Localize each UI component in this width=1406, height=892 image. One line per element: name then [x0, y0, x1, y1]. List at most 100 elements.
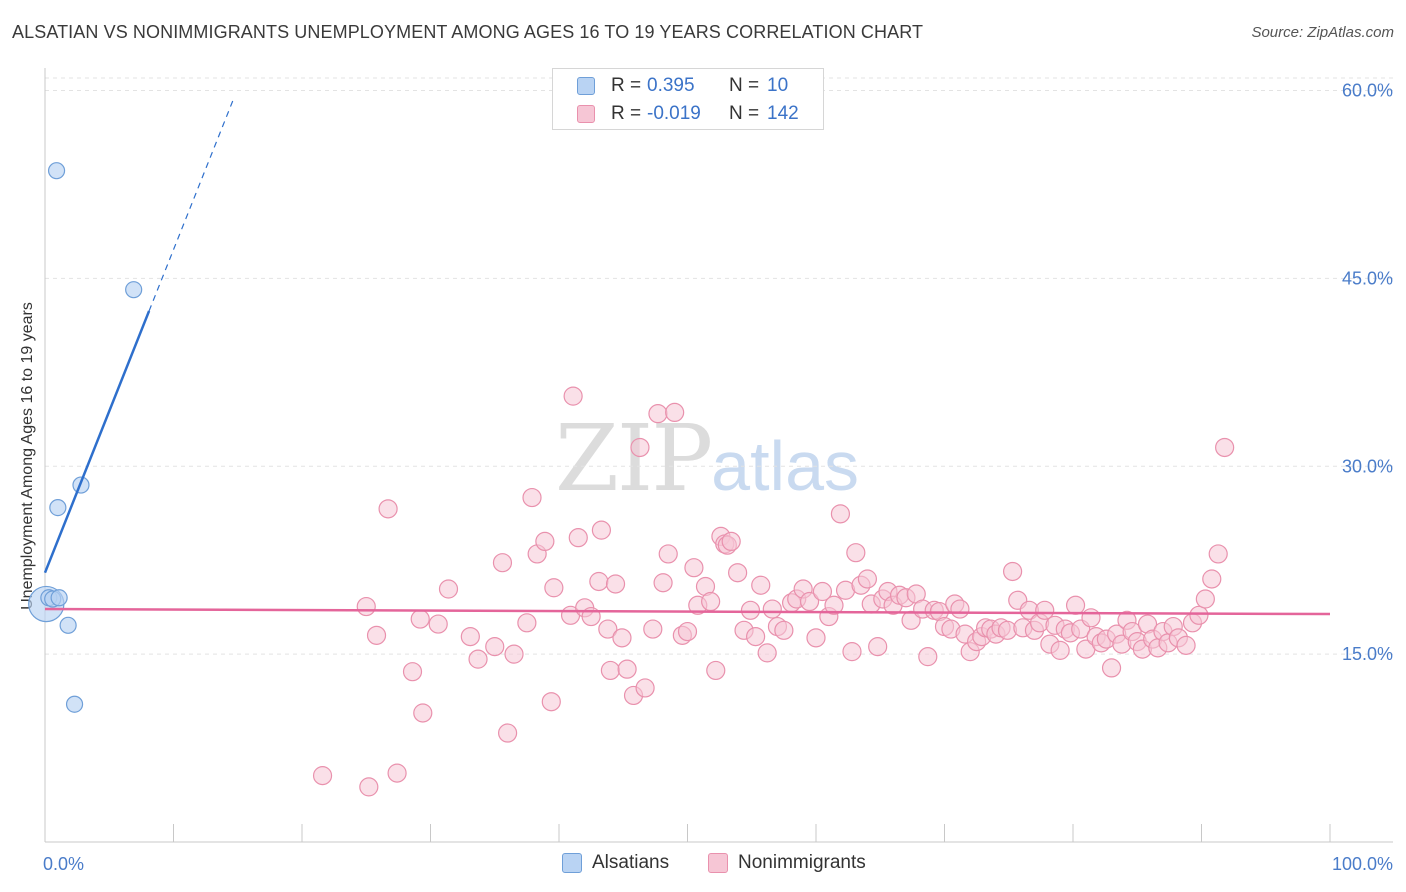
nonimmigrants-point	[635, 678, 655, 698]
legend-r-label: R =	[611, 75, 642, 96]
series-swatch-nonimmigrants	[708, 853, 728, 873]
legend-swatch-nonimmigrants	[577, 105, 595, 123]
tick-labels: 15.0% 30.0% 45.0% 60.0% 0.0% 100.0%	[43, 81, 1393, 874]
y-tick-label: 45.0%	[1342, 268, 1393, 288]
nonimmigrants-point	[387, 763, 407, 783]
nonimmigrants-point	[563, 386, 583, 406]
x-tick-label: 0.0%	[43, 854, 84, 874]
legend-r-value: -0.019	[647, 103, 701, 124]
alsatians-points	[28, 162, 143, 713]
nonimmigrants-point	[746, 626, 766, 647]
alsatians-point	[47, 162, 66, 180]
series-label-nonimmigrants: Nonimmigrants	[738, 852, 866, 873]
nonimmigrants-point	[460, 626, 480, 647]
nonimmigrants-point	[751, 575, 771, 595]
legend-r-label: R =	[611, 103, 642, 124]
alsatians-point	[65, 695, 84, 713]
nonimmigrants-point	[356, 596, 376, 617]
nonimmigrants-point	[728, 563, 748, 583]
correlation-legend: R = 0.395 N = 10 R = -0.019 N = 142	[552, 68, 824, 130]
nonimmigrants-point	[757, 643, 777, 663]
nonimmigrants-point	[359, 777, 379, 797]
alsatians-point	[125, 281, 143, 299]
nonimmigrants-point	[410, 609, 430, 629]
nonimmigrants-trend-line	[44, 607, 1331, 616]
nonimmigrants-point	[648, 404, 668, 424]
nonimmigrants-points	[312, 386, 1235, 797]
nonimmigrants-point	[378, 499, 398, 519]
nonimmigrants-point	[591, 520, 612, 540]
nonimmigrants-point	[665, 402, 685, 423]
nonimmigrants-point	[589, 571, 609, 592]
nonimmigrants-point	[918, 647, 938, 667]
nonimmigrants-point	[1208, 544, 1228, 564]
nonimmigrants-point	[402, 662, 423, 682]
nonimmigrants-point	[721, 531, 741, 552]
x-tick-label: 100.0%	[1332, 854, 1393, 874]
nonimmigrants-point	[535, 531, 555, 552]
nonimmigrants-point	[504, 644, 524, 664]
series-label-alsatians: Alsatians	[592, 852, 670, 873]
nonimmigrants-point	[617, 659, 637, 679]
grid-lines	[45, 77, 1393, 655]
nonimmigrants-point	[799, 591, 820, 612]
alsatians-point	[59, 616, 77, 634]
nonimmigrants-point	[605, 574, 626, 594]
nonimmigrants-point	[1189, 605, 1209, 625]
y-tick-label: 15.0%	[1342, 644, 1393, 664]
nonimmigrants-point	[612, 628, 632, 648]
nonimmigrants-point	[544, 578, 564, 598]
watermark: ZIPatlas	[555, 405, 859, 512]
nonimmigrants-point	[568, 528, 588, 548]
nonimmigrants-point	[643, 619, 663, 639]
nonimmigrants-point	[1003, 561, 1023, 582]
nonimmigrants-point	[541, 692, 561, 712]
nonimmigrants-point	[806, 628, 826, 648]
nonimmigrants-point	[468, 649, 488, 669]
nonimmigrants-point	[762, 599, 782, 619]
nonimmigrants-point	[1215, 437, 1235, 458]
nonimmigrants-point	[1202, 569, 1222, 589]
nonimmigrants-point	[438, 579, 459, 599]
nonimmigrants-point	[413, 703, 433, 723]
nonimmigrants-point	[485, 637, 505, 657]
chart-title: ALSATIAN VS NONIMMIGRANTS UNEMPLOYMENT A…	[12, 22, 924, 42]
nonimmigrants-point	[701, 591, 721, 612]
trend-lines	[43, 97, 1331, 616]
nonimmigrants-point	[522, 487, 542, 508]
nonimmigrants-point	[1195, 589, 1215, 609]
nonimmigrants-point	[1065, 595, 1086, 615]
nonimmigrants-point	[706, 660, 726, 681]
nonimmigrants-point	[630, 437, 650, 458]
nonimmigrants-point	[846, 543, 866, 563]
nonimmigrants-point	[774, 620, 794, 640]
nonimmigrants-point	[312, 766, 333, 786]
nonimmigrants-point	[492, 553, 513, 573]
legend-n-value: 10	[767, 75, 789, 96]
alsatians-trend-line	[43, 310, 151, 574]
legend-n-label: N =	[729, 103, 760, 124]
nonimmigrants-point	[428, 614, 448, 634]
nonimmigrants-point	[598, 619, 618, 639]
nonimmigrants-point	[842, 642, 862, 662]
nonimmigrants-point	[868, 637, 888, 657]
nonimmigrants-point	[684, 558, 704, 578]
nonimmigrants-point	[740, 600, 761, 620]
nonimmigrants-point	[1081, 608, 1101, 628]
nonimmigrants-point	[1101, 658, 1122, 678]
legend-n-label: N =	[729, 75, 760, 96]
alsatians-trend-extension	[148, 97, 235, 312]
nonimmigrants-point	[950, 599, 970, 619]
y-tick-label: 30.0%	[1342, 456, 1393, 476]
nonimmigrants-point	[498, 723, 518, 743]
nonimmigrants-point	[1035, 600, 1055, 620]
nonimmigrants-point	[824, 595, 844, 615]
nonimmigrants-point	[812, 581, 833, 602]
alsatians-point	[49, 498, 67, 517]
source-label: Source: ZipAtlas.com	[1251, 24, 1394, 41]
legend-r-value: 0.395	[647, 75, 695, 96]
alsatians-point	[50, 589, 68, 607]
legend-n-value: 142	[767, 103, 799, 124]
legend-swatch-alsatians	[577, 77, 595, 95]
